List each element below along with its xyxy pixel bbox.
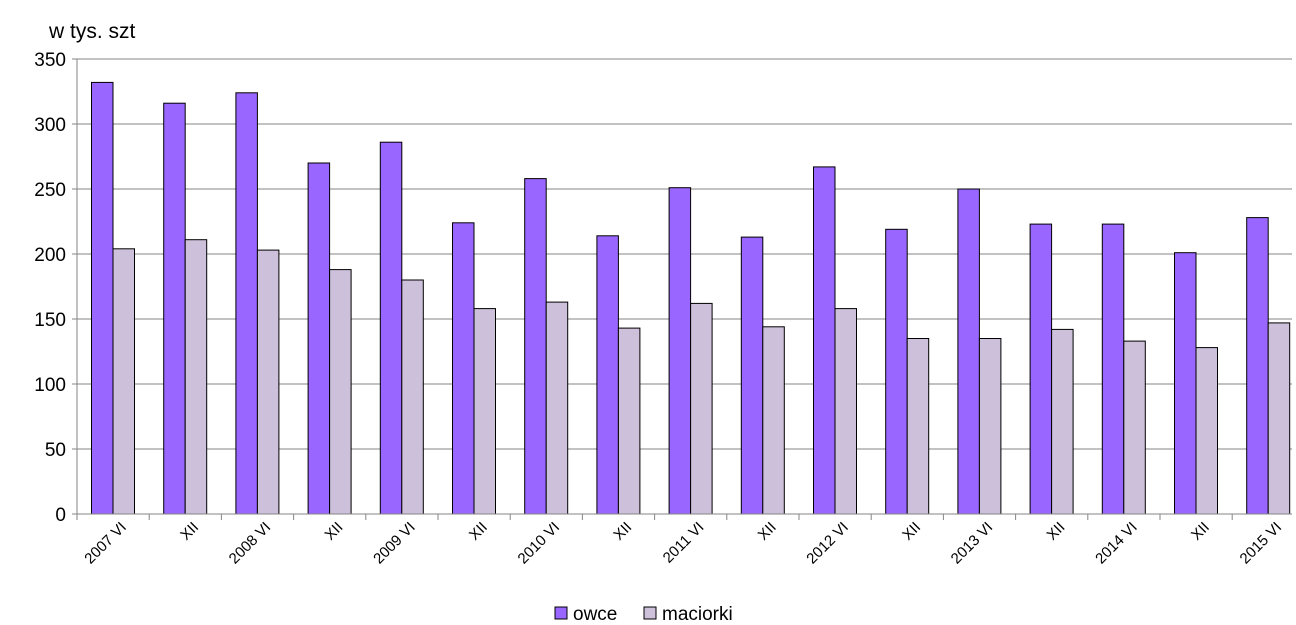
y-tick-label: 150 (34, 310, 66, 331)
bar-owce-8 (668, 187, 692, 515)
bar-maciorki-5 (473, 308, 496, 515)
bars (91, 81, 1291, 515)
x-tick-label: XII (755, 519, 780, 544)
y-tick-label: 0 (55, 505, 66, 526)
bar-maciorki-4 (401, 279, 424, 515)
x-tick-label: XII (177, 519, 202, 544)
bar-owce-0 (91, 81, 114, 515)
bar-maciorki-12 (978, 338, 1002, 515)
bar-owce-16 (1246, 217, 1269, 515)
bar-maciorki-7 (617, 327, 641, 515)
x-tick-label: XII (610, 519, 635, 544)
y-tick-label: 50 (45, 440, 66, 461)
bar-owce-1 (163, 102, 186, 515)
y-tick-label: 300 (34, 115, 66, 136)
bar-owce-11 (885, 228, 908, 515)
bar-owce-3 (307, 162, 331, 515)
bar-owce-13 (1029, 223, 1053, 515)
y-tick-label: 350 (34, 50, 66, 71)
bar-maciorki-3 (329, 269, 352, 515)
x-tick-label: 2013 VI (948, 519, 997, 568)
x-tick-label: 2009 VI (370, 519, 419, 568)
bar-owce-12 (957, 188, 980, 515)
bar-owce-5 (452, 222, 475, 515)
bar-maciorki-2 (256, 249, 280, 515)
bar-owce-15 (1174, 252, 1197, 515)
bar-owce-9 (740, 236, 764, 515)
x-tick-label: XII (1044, 519, 1069, 544)
bar-maciorki-10 (834, 308, 857, 515)
x-tick-label: 2010 VI (515, 519, 564, 568)
y-axis-unit-label: w tys. szt (48, 20, 136, 43)
bar-maciorki-13 (1051, 328, 1074, 515)
x-tick-label: 2012 VI (803, 519, 852, 568)
legend: owce maciorki (554, 604, 733, 625)
legend-swatch-maciorki (643, 606, 657, 620)
x-tick-label: 2007 VI (81, 519, 130, 568)
x-tick-label: XII (322, 519, 347, 544)
bar-owce-4 (379, 141, 403, 515)
axes (72, 58, 1292, 520)
bar-maciorki-11 (906, 338, 930, 515)
bar-owce-14 (1101, 223, 1125, 515)
y-tick-label: 100 (34, 375, 66, 396)
x-tick-label: XII (466, 519, 491, 544)
bar-owce-7 (596, 235, 619, 515)
x-tick-label: XII (899, 519, 924, 544)
x-tick-label: 2015 VI (1237, 519, 1286, 568)
bar-maciorki-16 (1267, 322, 1291, 515)
legend-swatch-owce (554, 606, 568, 620)
legend-label-maciorki: maciorki (662, 604, 733, 625)
x-tick-label: 2011 VI (660, 519, 708, 567)
x-tick-label: XII (1188, 519, 1213, 544)
bar-owce-10 (813, 166, 836, 515)
y-tick-labels: 0 50 100 150 200 250 300 350 (34, 50, 66, 526)
legend-label-owce: owce (573, 604, 617, 625)
bar-maciorki-8 (690, 302, 713, 515)
bar-maciorki-14 (1123, 340, 1146, 515)
bar-maciorki-6 (545, 301, 569, 515)
bar-owce-6 (524, 178, 547, 515)
x-tick-label: 2014 VI (1092, 519, 1141, 568)
bar-maciorki-1 (184, 239, 208, 515)
y-tick-label: 200 (34, 245, 66, 266)
bar-maciorki-15 (1195, 347, 1218, 515)
bar-owce-2 (235, 92, 258, 515)
x-tick-labels: 2007 VI XII 2008 VI XII 2009 VI XII 2010 VI XII… (81, 519, 1285, 568)
x-tick-label: 2008 VI (226, 519, 275, 568)
bar-maciorki-9 (762, 326, 785, 515)
bar-maciorki-0 (112, 248, 135, 515)
y-tick-label: 250 (34, 180, 66, 201)
